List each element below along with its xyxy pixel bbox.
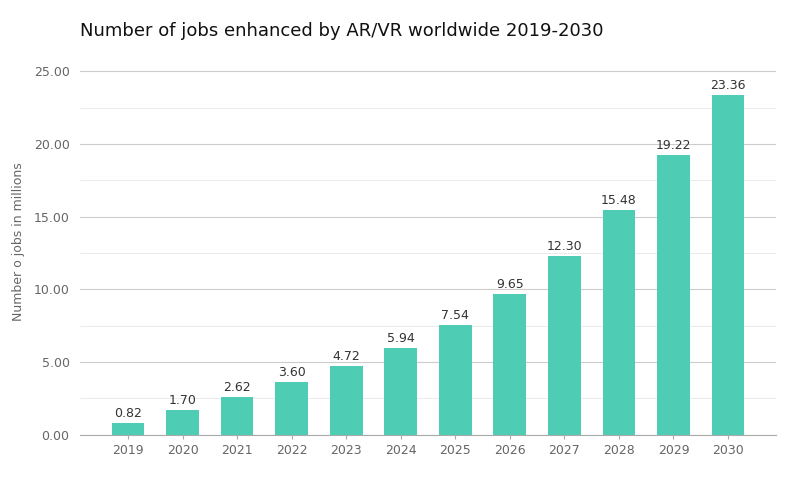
Bar [221,397,254,435]
Bar [166,410,199,435]
Text: 15.48: 15.48 [601,194,637,206]
Bar [439,325,472,435]
Bar [494,294,526,435]
Bar [275,382,308,435]
Text: 0.82: 0.82 [114,407,142,420]
Text: Number of jobs enhanced by AR/VR worldwide 2019-2030: Number of jobs enhanced by AR/VR worldwi… [80,22,603,40]
Text: 2.62: 2.62 [223,381,251,394]
Y-axis label: Number o jobs in millions: Number o jobs in millions [12,163,26,322]
Text: 5.94: 5.94 [387,332,414,345]
Text: 3.60: 3.60 [278,367,306,379]
Bar [330,366,362,435]
Text: 23.36: 23.36 [710,79,746,92]
Bar [712,95,744,435]
Text: 7.54: 7.54 [442,309,470,322]
Text: 4.72: 4.72 [332,350,360,363]
Text: 19.22: 19.22 [656,139,691,152]
Bar [657,155,690,435]
Bar [548,256,581,435]
Text: 1.70: 1.70 [169,394,197,407]
Bar [112,423,144,435]
Bar [384,348,417,435]
Text: 12.30: 12.30 [546,240,582,253]
Text: 9.65: 9.65 [496,279,524,291]
Bar [602,209,635,435]
